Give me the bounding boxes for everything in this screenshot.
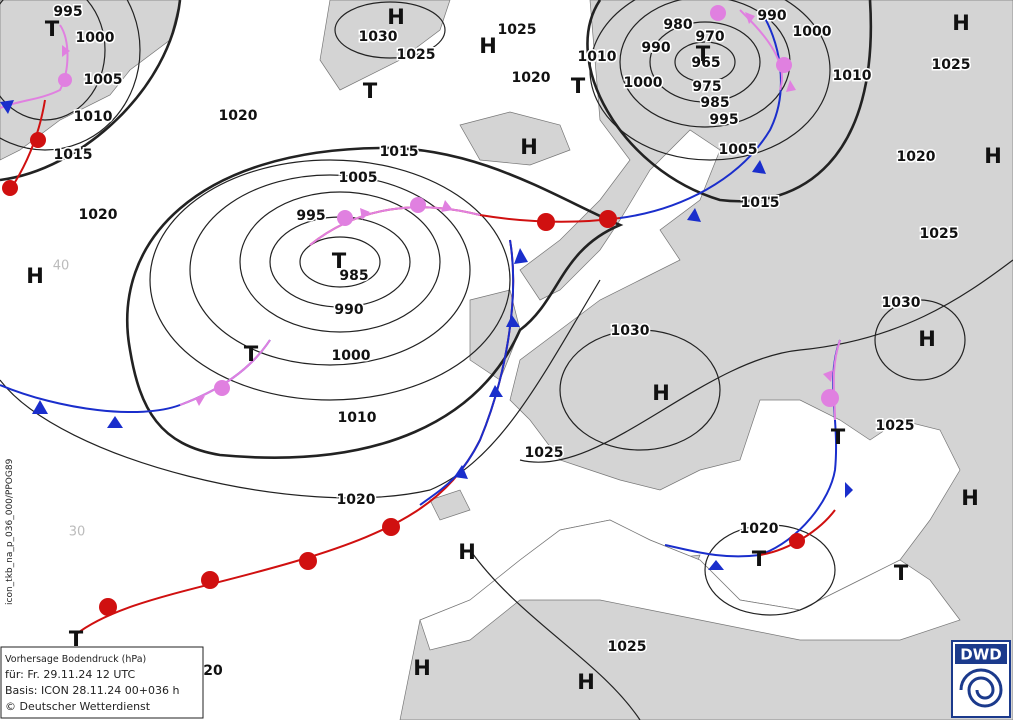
- isobar-label: 1015: [54, 147, 93, 163]
- low-pressure: T: [332, 249, 347, 273]
- high-pressure: H: [952, 11, 970, 35]
- isobar-label: 995: [709, 112, 738, 128]
- high-pressure: H: [520, 135, 538, 159]
- product-code: icon_tkb_na_p_036_000/PPOG89: [5, 458, 15, 605]
- isobar-label: 970: [695, 29, 724, 45]
- isobar-label: 1005: [84, 72, 123, 88]
- low-pressure: T: [831, 425, 846, 449]
- isobar-label: 1020: [337, 492, 376, 508]
- low-pressure: T: [363, 79, 378, 103]
- isobar-label: 1020: [79, 207, 118, 223]
- latitude-label: 40: [53, 259, 70, 274]
- low-pressure: T: [696, 42, 711, 66]
- isobar-label: 1020: [219, 108, 258, 124]
- high-pressure: H: [413, 656, 431, 680]
- isobar-label: 1020: [512, 70, 551, 86]
- isobar-label: 1000: [76, 30, 115, 46]
- low-pressure: T: [45, 17, 60, 41]
- latitude-label: 30: [69, 525, 86, 540]
- isobar-label: 1025: [920, 226, 959, 242]
- isobar-label: 1000: [332, 348, 371, 364]
- isobar-label: 1025: [932, 57, 971, 73]
- isobar-label: 990: [334, 302, 363, 318]
- fronts: [0, 5, 853, 636]
- isobar-label: 995: [296, 208, 325, 224]
- isobar-label: 1025: [397, 47, 436, 63]
- legend-title: Vorhersage Bodendruck (hPa): [5, 654, 146, 665]
- isobar-label: 1025: [525, 445, 564, 461]
- high-pressure: H: [961, 486, 979, 510]
- high-pressure: H: [387, 5, 405, 29]
- isobar-label: 1025: [876, 418, 915, 434]
- legend-valid: für: Fr. 29.11.24 12 UTC: [5, 668, 136, 681]
- low-pressure: T: [752, 547, 767, 571]
- isobar-label: 1015: [741, 195, 780, 211]
- legend-base: Basis: ICON 28.11.24 00+036 h: [5, 684, 180, 697]
- isobar-label: 990: [641, 40, 670, 56]
- isobar-label: 1005: [719, 142, 758, 158]
- isobar-label: 1015: [380, 144, 419, 160]
- isobar-label: 1030: [882, 295, 921, 311]
- isobar-label: 1030: [359, 29, 398, 45]
- isobar-label: 995: [53, 4, 82, 20]
- isobar-label: 985: [339, 268, 368, 284]
- labels: 995 1000 1005 1010 1015 1020 1030 1025 1025 1020 1…: [26, 3, 1002, 695]
- isobar-label: 1025: [608, 639, 647, 655]
- isobar-label: 20: [203, 663, 223, 679]
- low-pressure: T: [894, 561, 909, 585]
- high-pressure: H: [458, 540, 476, 564]
- isobar-label: 1010: [578, 49, 617, 65]
- isobar-label: 1010: [74, 109, 113, 125]
- high-pressure: H: [26, 264, 44, 288]
- isobar-label: 965: [691, 55, 720, 71]
- isobar-label: 1000: [624, 75, 663, 91]
- isobar-label: 1030: [611, 323, 650, 339]
- isobar-label: 1020: [897, 149, 936, 165]
- isobar-label: 975: [692, 79, 721, 95]
- high-pressure: H: [652, 381, 670, 405]
- high-pressure: H: [984, 144, 1002, 168]
- isobar-label: 1010: [833, 68, 872, 84]
- isobar-label: 980: [663, 17, 692, 33]
- isobar-label: 1000: [793, 24, 832, 40]
- isobar-label: 1010: [338, 410, 377, 426]
- logo-text: DWD: [960, 646, 1001, 664]
- high-pressure: H: [479, 34, 497, 58]
- legend-copyright: © Deutscher Wetterdienst: [5, 700, 151, 713]
- isobar-label: 985: [700, 95, 729, 111]
- low-pressure: T: [571, 74, 586, 98]
- isobar-label: 1025: [498, 22, 537, 38]
- low-pressure: T: [244, 342, 259, 366]
- high-pressure: H: [577, 670, 595, 694]
- isobar-label: 990: [757, 8, 786, 24]
- legend-box: Vorhersage Bodendruck (hPa) für: Fr. 29.…: [0, 646, 204, 719]
- high-pressure: H: [918, 327, 936, 351]
- isobar-label: 1020: [740, 521, 779, 537]
- low-pressure: T: [69, 627, 84, 651]
- isobar-label: 1005: [339, 170, 378, 186]
- dwd-logo: DWD: [951, 640, 1011, 718]
